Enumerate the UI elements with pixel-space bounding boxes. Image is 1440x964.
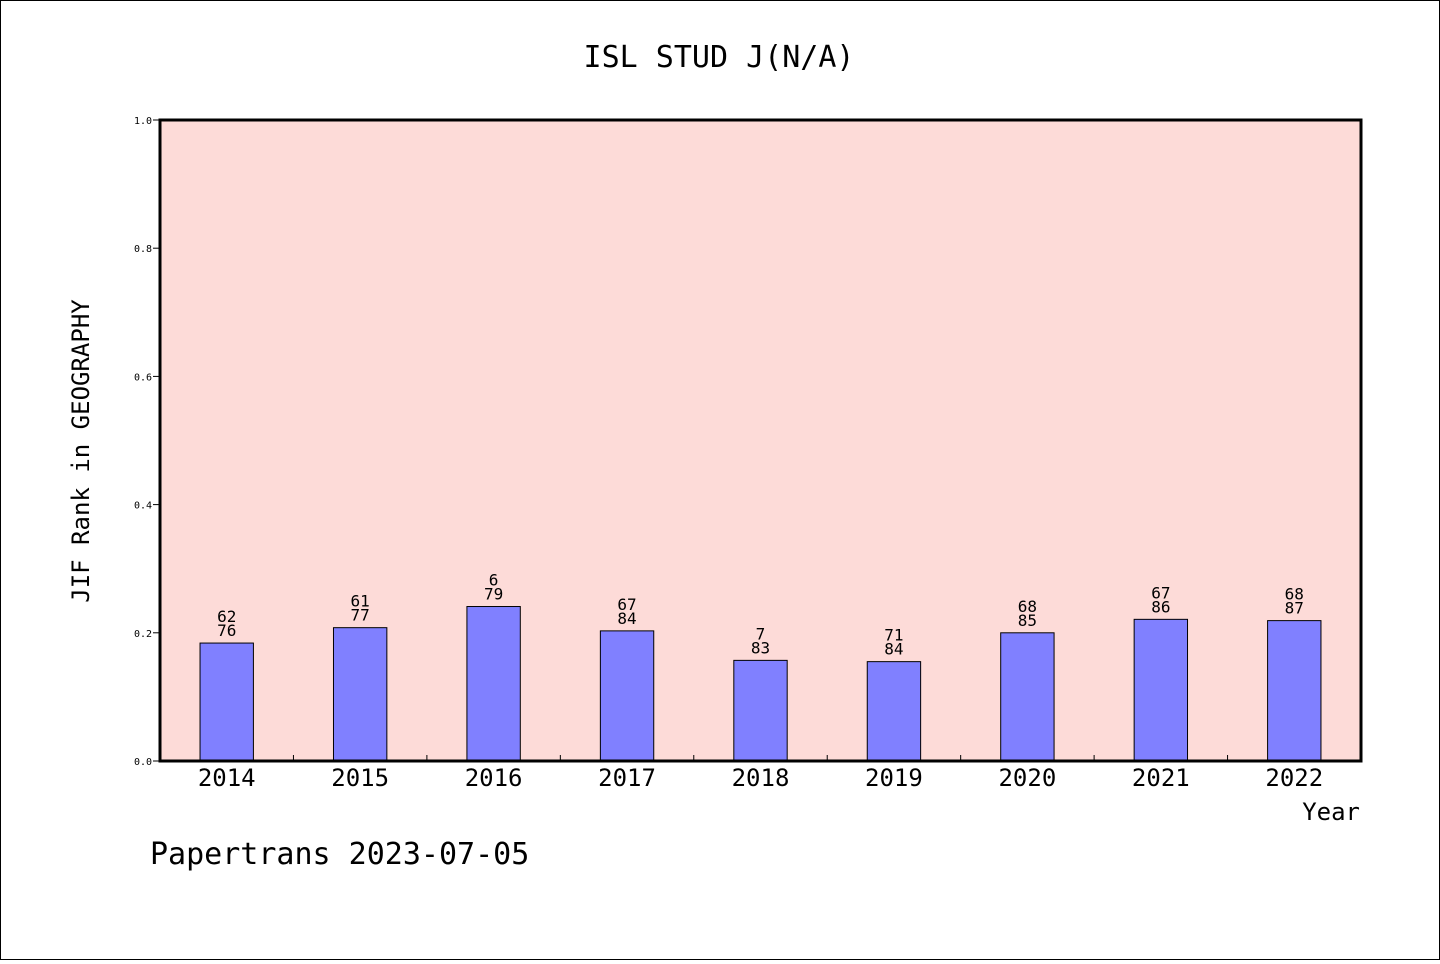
bar-label-top: 6 [489,571,499,590]
bar-label-top: 62 [217,607,236,626]
y-tick-label: 0.4 [134,501,152,512]
x-tick-label: 2015 [331,764,389,792]
bar-label-bottom: 76 [217,621,236,640]
bar-2020 [1000,632,1055,762]
bar-label-bottom: 84 [617,609,636,628]
bar-label-top: 68 [1018,597,1037,616]
plot-border [158,118,1363,763]
bar-2019 [866,661,922,762]
bar-2018 [733,659,788,762]
bar-label-top: 67 [617,595,636,614]
bar-2021 [1133,618,1189,762]
bar-label-bottom: 83 [751,638,770,657]
bar-2014 [199,642,254,762]
bar-label-top: 7 [756,624,766,643]
bar-label-top: 61 [351,592,370,611]
bar-label-bottom: 84 [884,640,903,659]
footer-credit: Papertrans 2023-07-05 [150,837,529,872]
x-tick-label: 2014 [198,764,256,792]
x-axis: 2014 2015 2016 2017 2018 2019 2020 2021 2022 [198,755,1323,792]
bar-2017 [599,630,655,762]
x-tick-label: 2021 [1132,764,1190,792]
y-tick-label: 1.0 [134,116,152,127]
bar-label-top: 67 [1151,583,1170,602]
y-tick-label: 0.6 [134,372,152,383]
y-axis: 0.0 0.2 0.4 0.6 0.8 1.0 [134,116,160,768]
x-tick-label: 2020 [998,764,1056,792]
bar-label-bottom: 79 [484,585,503,604]
x-tick-label: 2018 [732,764,790,792]
x-tick-label: 2017 [598,764,656,792]
bar-2015 [332,627,388,762]
bar-2022 [1267,620,1322,762]
x-tick-label: 2016 [465,764,523,792]
bar-label-bottom: 87 [1285,599,1304,618]
y-axis-label: JIF Rank in GEOGRAPHY [67,299,95,603]
bar-label-bottom: 85 [1018,611,1037,630]
bar-label-bottom: 86 [1151,597,1170,616]
y-tick-label: 0.2 [134,629,152,640]
bar-label-top: 68 [1285,585,1304,604]
bar-2016 [466,606,521,762]
x-axis-label: Year [1302,798,1360,826]
bar-label-top: 71 [884,626,903,645]
y-tick-label: 0.0 [134,757,152,768]
chart-title: ISL STUD J(N/A) [584,40,855,75]
x-tick-label: 2022 [1265,764,1323,792]
y-tick-label: 0.8 [134,244,152,255]
bar-label-bottom: 77 [351,606,370,625]
x-tick-label: 2019 [865,764,923,792]
